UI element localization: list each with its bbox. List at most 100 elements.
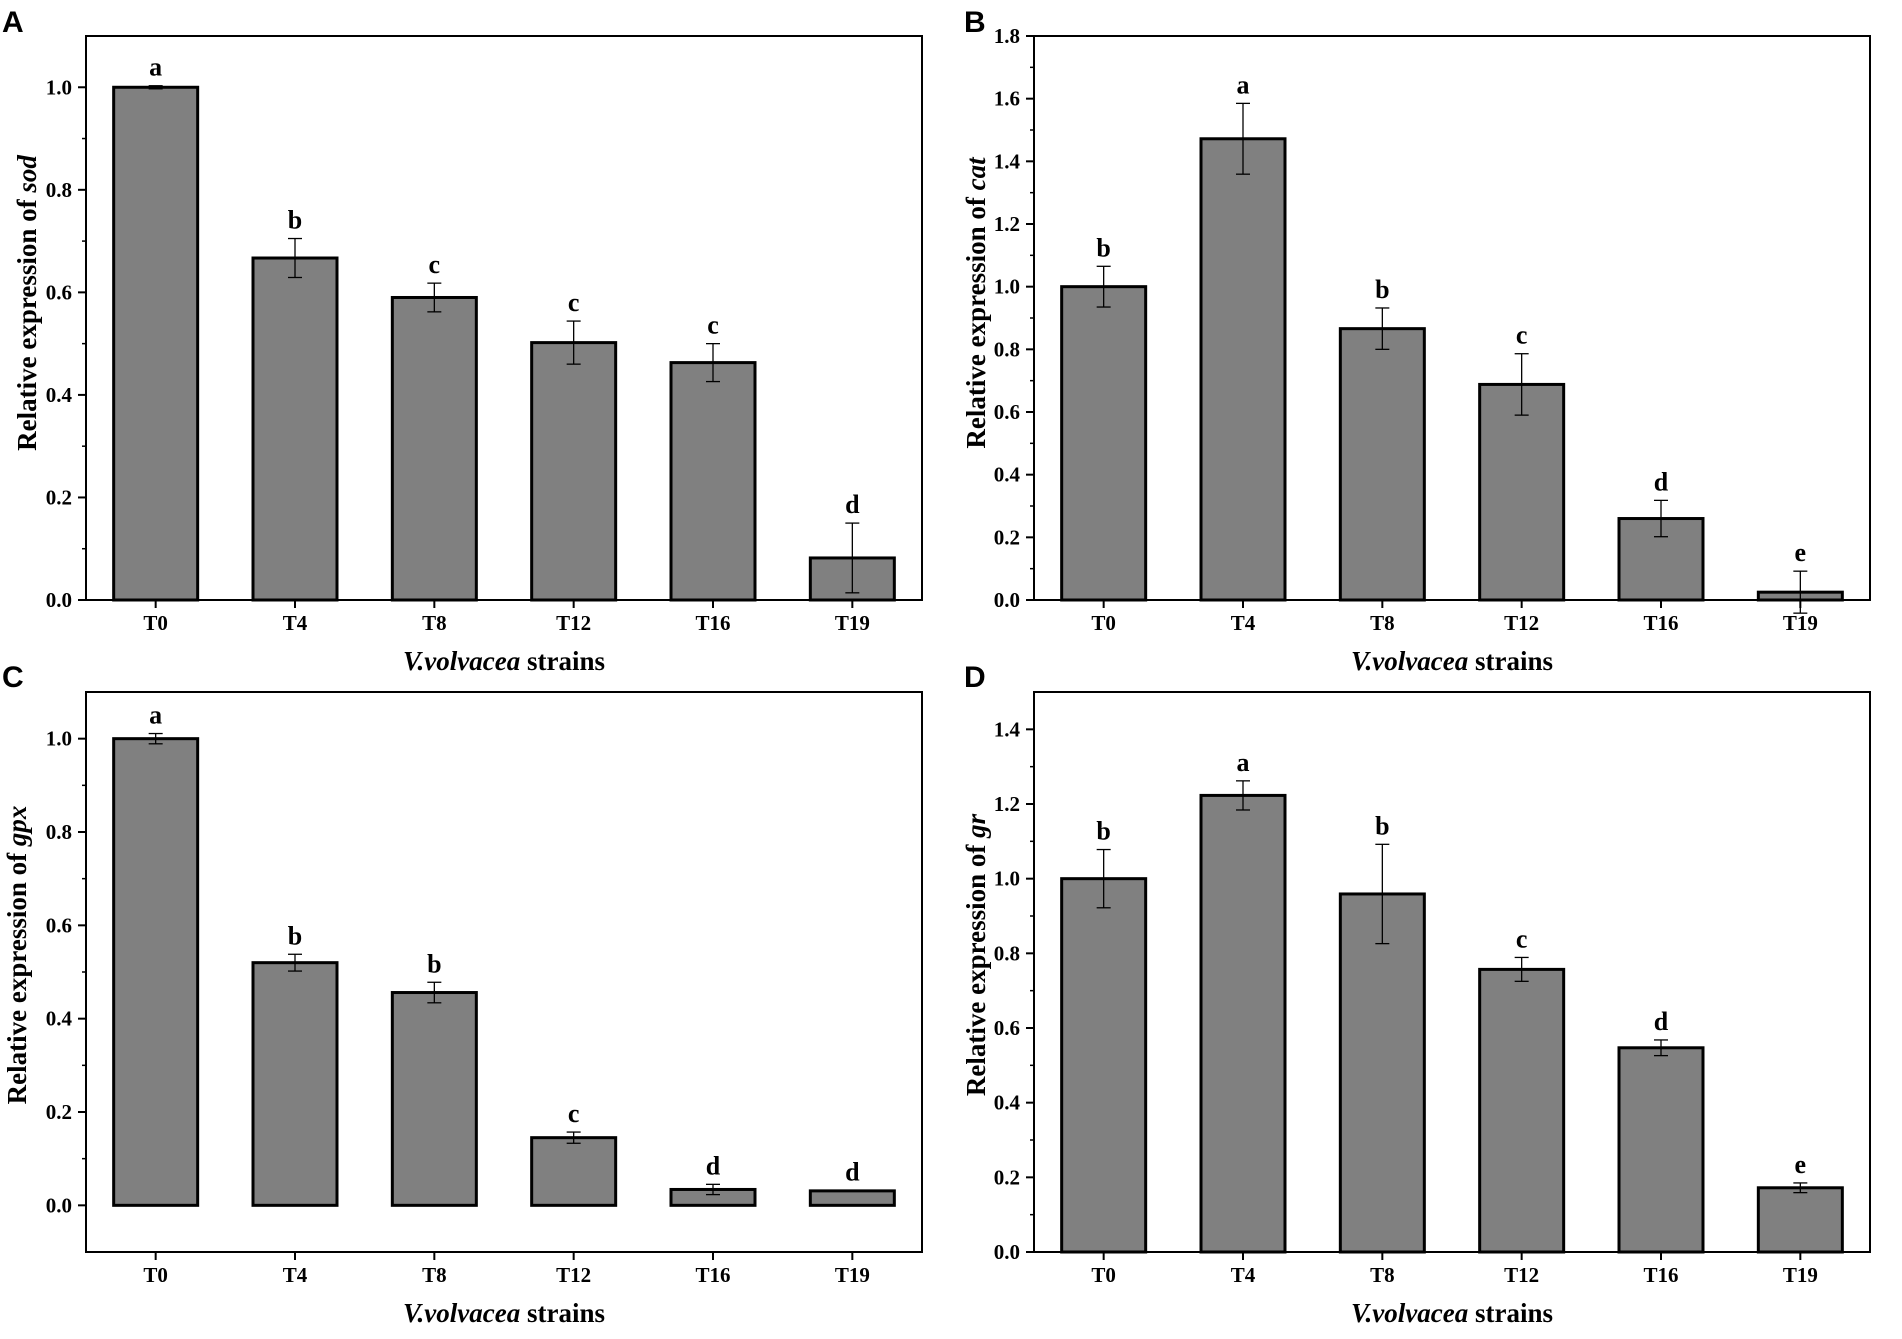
panel-letter-d: D (964, 661, 986, 694)
y-tick-label-c: 0.2 (46, 1100, 72, 1124)
x-tick-label-c: T12 (556, 1263, 591, 1287)
y-tick-label-b: 1.0 (994, 275, 1020, 299)
significance-label-b-t19: e (1795, 538, 1807, 567)
significance-label-c-t12: c (568, 1099, 580, 1128)
error-bar-a-t19 (845, 522, 860, 594)
panel-a: A a b c c c d 0.0 0.2 0.4 0.6 0.8 1.0 T0 T4 T8 T12 T16 T1… (2, 6, 923, 676)
significance-label-d-t0: b (1096, 817, 1110, 846)
bar-c-t19 (808, 1189, 896, 1207)
y-axis-title-a: Relative expression of sod (12, 155, 42, 451)
significance-label-a-t19: d (845, 490, 860, 519)
x-tick-label-c: T8 (422, 1263, 447, 1287)
y-tick-label-b: 1.2 (994, 212, 1020, 236)
bar-d-t12 (1478, 967, 1566, 1254)
bar-c-t8 (390, 991, 478, 1207)
y-tick-label-c: 0.4 (46, 1007, 73, 1031)
x-tick-label-b: T12 (1504, 611, 1539, 635)
y-tick-label-d: 0.6 (994, 1016, 1020, 1040)
x-tick-label-d: T12 (1504, 1263, 1539, 1287)
y-tick-label-b: 0.4 (994, 463, 1021, 487)
x-tick-label-d: T8 (1370, 1263, 1395, 1287)
x-tick-label-d: T0 (1091, 1263, 1116, 1287)
error-bar-c-t12 (566, 1131, 581, 1144)
x-axis-title-c: V.volvacea strains (403, 1298, 605, 1328)
panel-letter-c: C (2, 661, 24, 694)
y-axis-title-c: Relative expression of gpx (2, 806, 32, 1105)
x-tick-label-b: T0 (1091, 611, 1116, 635)
x-tick-label-d: T16 (1643, 1263, 1678, 1287)
y-tick-label-b: 0.2 (994, 525, 1020, 549)
y-tick-label-d: 0.4 (994, 1091, 1021, 1115)
y-axis-title-d: Relative expression of gr (961, 813, 991, 1096)
y-tick-label-a: 0.6 (46, 280, 72, 304)
y-tick-label-a: 0.0 (46, 588, 72, 612)
y-tick-label-d: 0.8 (994, 941, 1020, 965)
x-tick-label-c: T16 (695, 1263, 730, 1287)
significance-label-c-t0: a (149, 701, 162, 730)
y-tick-label-d: 0.2 (994, 1165, 1020, 1189)
significance-label-a-t8: c (429, 250, 441, 279)
plot-frame-c (85, 691, 923, 1253)
x-tick-label-c: T4 (283, 1263, 308, 1287)
error-bar-d-t4 (1236, 780, 1250, 811)
bar-d-t0 (1060, 877, 1148, 1254)
x-tick-label-b: T8 (1370, 611, 1395, 635)
bar-b-t0 (1060, 285, 1148, 602)
y-tick-label-b: 1.4 (994, 149, 1021, 173)
error-bar-d-t8 (1375, 843, 1390, 945)
bar-c-t0 (112, 737, 200, 1207)
x-tick-label-b: T4 (1231, 611, 1256, 635)
bar-b-t8 (1338, 327, 1426, 602)
bar-d-t19 (1756, 1186, 1844, 1254)
x-tick-label-c: T0 (143, 1263, 168, 1287)
significance-label-a-t16: c (707, 311, 719, 340)
x-tick-label-b: T19 (1783, 611, 1818, 635)
error-bar-b-t4 (1236, 102, 1250, 175)
plot-frame-a (85, 35, 923, 601)
y-tick-label-b: 1.8 (994, 24, 1020, 48)
error-bar-b-t0 (1096, 265, 1111, 308)
error-bar-a-t8 (427, 282, 442, 313)
bar-a-t16 (669, 361, 757, 602)
x-tick-label-d: T4 (1231, 1263, 1256, 1287)
error-bar-b-t12 (1514, 353, 1529, 416)
y-tick-label-a: 1.0 (46, 75, 72, 99)
error-bar-c-t19 (845, 1189, 860, 1192)
significance-label-b-t12: c (1516, 321, 1528, 350)
significance-label-a-t4: b (288, 206, 302, 235)
error-bar-a-t16 (706, 342, 720, 383)
y-tick-label-d: 1.2 (994, 792, 1020, 816)
x-tick-label-a: T19 (835, 611, 870, 635)
x-tick-label-a: T16 (695, 611, 730, 635)
x-tick-label-a: T0 (143, 611, 168, 635)
significance-label-d-t16: d (1654, 1007, 1669, 1036)
bar-d-t4 (1199, 793, 1287, 1254)
significance-label-d-t4: a (1237, 748, 1250, 777)
y-tick-label-a: 0.2 (46, 485, 72, 509)
significance-label-b-t0: b (1096, 233, 1110, 262)
panel-c: C a b b c d d 0.0 0.2 0.4 0.6 0.8 1.0 T0 T4 T8 T12 T16 T1… (2, 661, 923, 1328)
significance-label-a-t0: a (149, 53, 162, 82)
bar-a-t0 (112, 85, 200, 602)
significance-label-c-t8: b (427, 949, 441, 978)
bar-d-t16 (1617, 1046, 1705, 1254)
significance-label-b-t16: d (1654, 467, 1669, 496)
error-bar-b-t16 (1654, 499, 1668, 538)
panel-b: B b a b c d e 0.0 0.2 0.4 0.6 0.8 1.0 1.2 1.4 1.6 1.8 T0… (961, 6, 1871, 676)
significance-label-d-t12: c (1516, 924, 1528, 953)
y-tick-label-c: 0.6 (46, 913, 72, 937)
x-axis-title-d: V.volvacea strains (1351, 1298, 1553, 1328)
significance-label-c-t4: b (288, 921, 302, 950)
y-tick-label-a: 0.8 (46, 178, 72, 202)
bar-a-t12 (530, 341, 618, 602)
bar-c-t4 (251, 961, 339, 1207)
y-tick-label-b: 0.6 (994, 400, 1020, 424)
error-bar-d-t0 (1096, 848, 1111, 909)
y-tick-label-c: 1.0 (46, 727, 72, 751)
error-bar-a-t12 (566, 320, 581, 365)
bar-a-t4 (251, 256, 339, 602)
bar-b-t12 (1478, 382, 1566, 602)
x-tick-label-a: T4 (283, 611, 308, 635)
y-tick-label-d: 1.0 (994, 867, 1020, 891)
